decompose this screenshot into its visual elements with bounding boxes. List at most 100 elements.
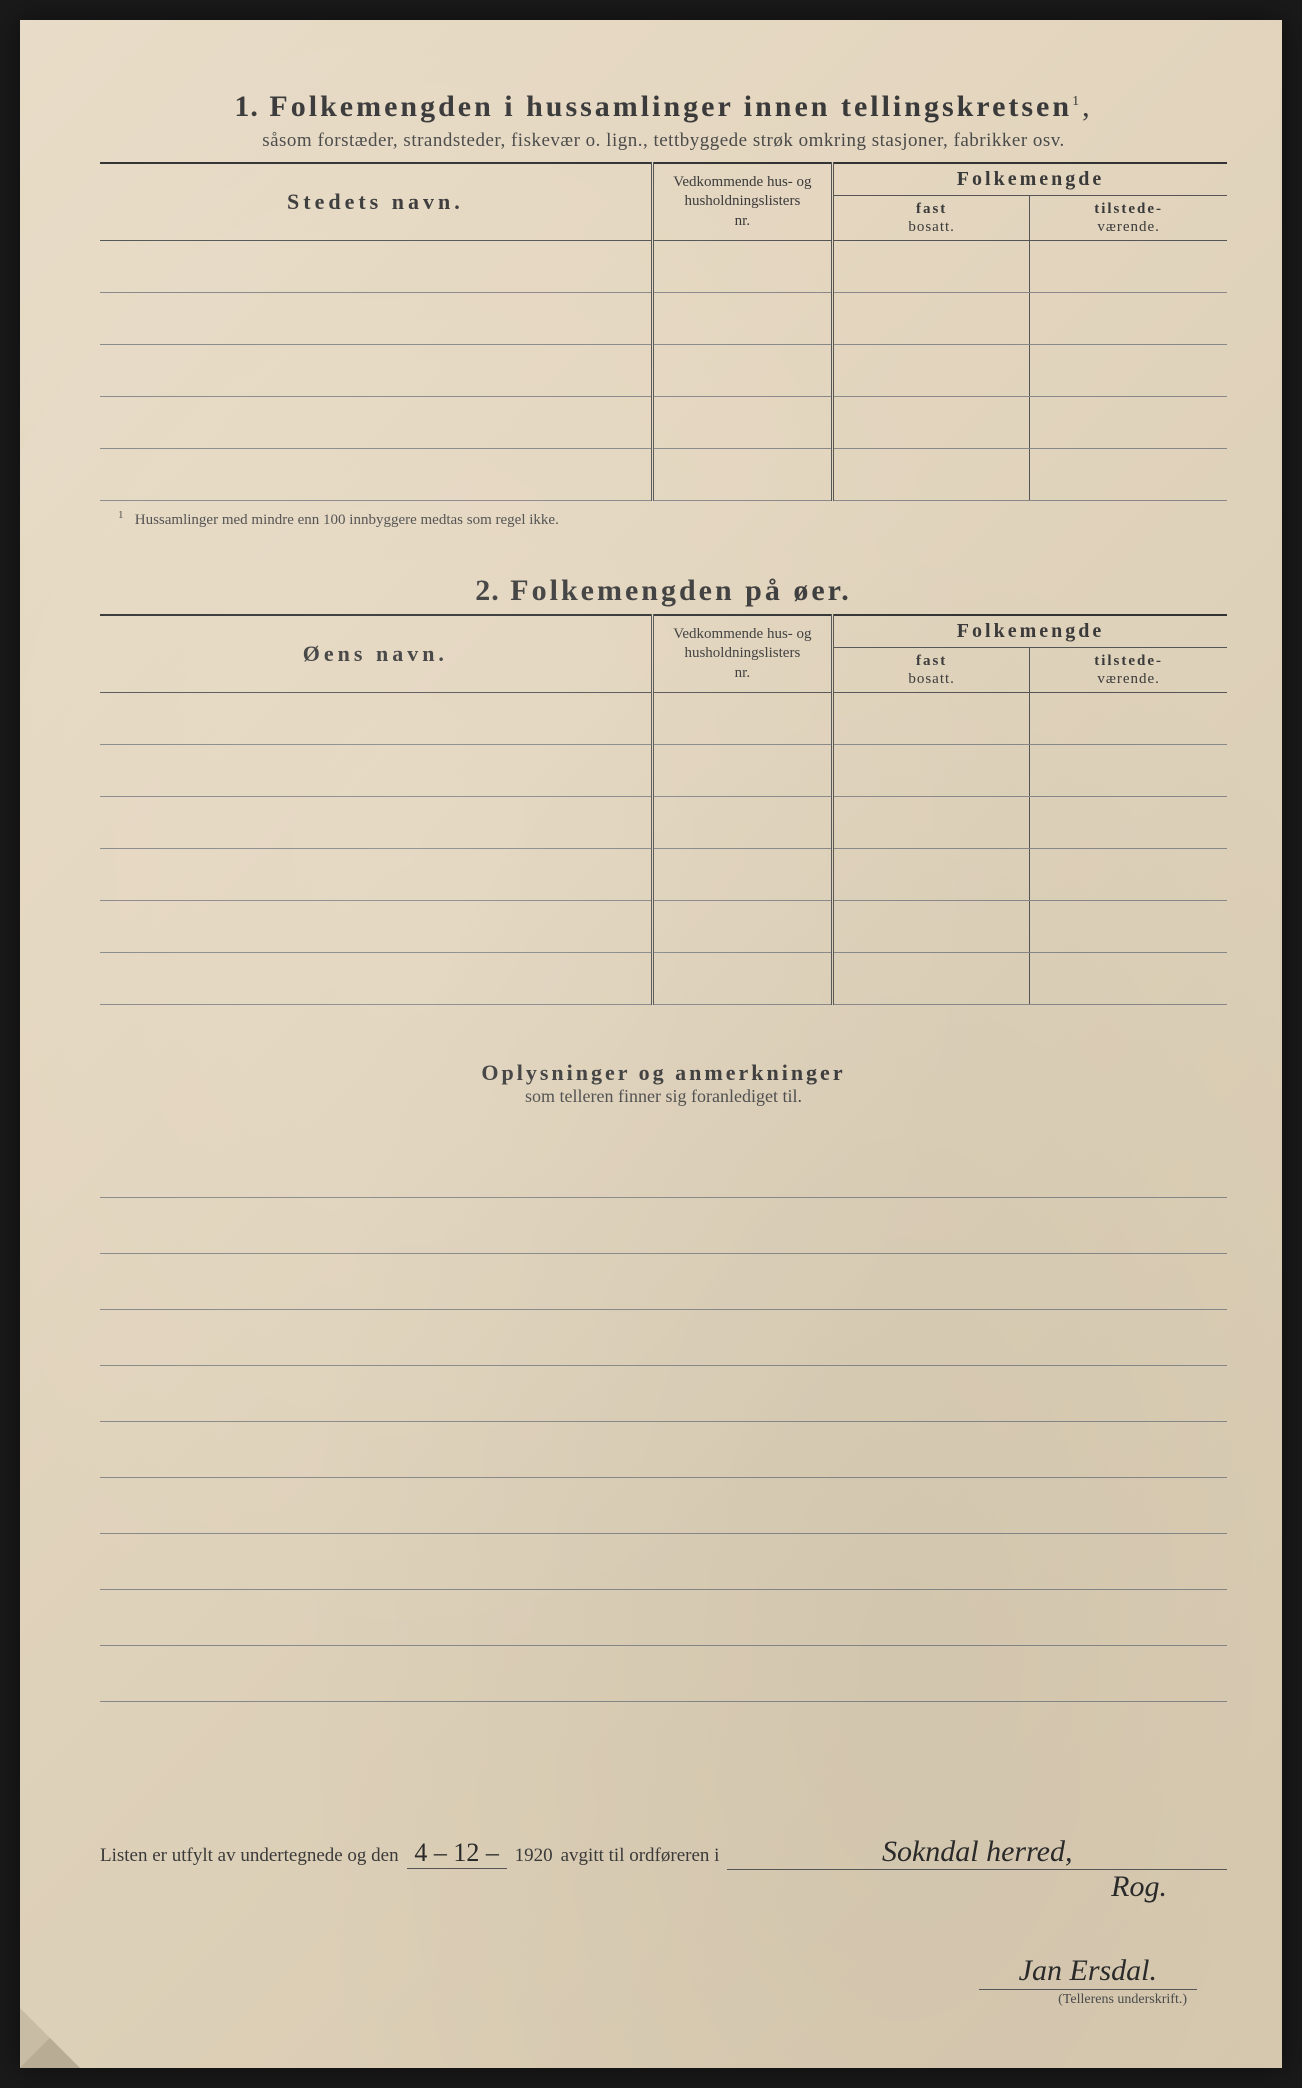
cell-nr <box>652 345 832 397</box>
cell-tilstede <box>1030 953 1227 1005</box>
cell-name <box>100 693 652 745</box>
section-2-table: Øens navn. Vedkommende hus- og husholdni… <box>100 614 1227 1005</box>
sig-place-line2-wrap: Rog. <box>100 1870 1227 1904</box>
table-row <box>100 241 1227 293</box>
table-row <box>100 745 1227 797</box>
table-row <box>100 953 1227 1005</box>
ruled-line <box>100 1254 1227 1310</box>
cell-tilstede <box>1030 693 1227 745</box>
remarks-title: Oplysninger og anmerkninger <box>100 1060 1227 1086</box>
s2-tilstede-line2: værende. <box>1097 671 1160 687</box>
table-row <box>100 693 1227 745</box>
cell-tilstede <box>1030 241 1227 293</box>
cell-fast <box>833 397 1030 449</box>
remarks-subtitle: som telleren finner sig foranlediget til… <box>100 1086 1227 1107</box>
table-row <box>100 797 1227 849</box>
col-header-tilstede-2: tilstede- værende. <box>1030 648 1227 693</box>
table-row <box>100 397 1227 449</box>
cell-fast <box>833 901 1030 953</box>
ruled-line <box>100 1198 1227 1254</box>
col2-line3: nr. <box>735 213 750 229</box>
ruled-line <box>100 1646 1227 1702</box>
table-row <box>100 849 1227 901</box>
tilstede-line2: værende. <box>1097 219 1160 235</box>
cell-name <box>100 797 652 849</box>
section-2-number: 2. <box>475 574 500 607</box>
col-header-tilstede: tilstede- værende. <box>1030 196 1227 241</box>
cell-name <box>100 849 652 901</box>
sig-name-handwritten: Jan Ersdal. <box>979 1954 1197 1990</box>
cell-nr <box>652 693 832 745</box>
cell-name <box>100 293 652 345</box>
page-corner-fold <box>20 2008 80 2068</box>
col-header-vedkommende: Vedkommende hus- og husholdningslisters … <box>652 163 832 241</box>
table-row <box>100 293 1227 345</box>
cell-fast <box>833 345 1030 397</box>
cell-tilstede <box>1030 797 1227 849</box>
cell-fast <box>833 849 1030 901</box>
s2-fast-line2: bosatt. <box>908 671 955 687</box>
sig-caption: (Tellerens underskrift.) <box>100 1992 1227 2008</box>
sig-name-wrap: Jan Ersdal. <box>100 1954 1227 1988</box>
col2-line1: Vedkommende hus- og <box>673 174 811 190</box>
col-header-fast-2: fast bosatt. <box>833 648 1030 693</box>
signature-block: Listen er utfylt av undertegnede og den … <box>100 1835 1227 2008</box>
table-row <box>100 345 1227 397</box>
signature-line: Listen er utfylt av undertegnede og den … <box>100 1835 1227 1870</box>
cell-nr <box>652 901 832 953</box>
cell-name <box>100 449 652 501</box>
footnote-number: 1 <box>118 509 124 521</box>
col-header-folkemengde-2: Folkemengde <box>833 615 1227 648</box>
cell-tilstede <box>1030 449 1227 501</box>
col-header-oens-navn: Øens navn. <box>100 615 652 693</box>
remarks-section: Oplysninger og anmerkninger som telleren… <box>100 1060 1227 1702</box>
ruled-line <box>100 1422 1227 1478</box>
section-2-tbody <box>100 693 1227 1005</box>
cell-name <box>100 953 652 1005</box>
ruled-line <box>100 1534 1227 1590</box>
cell-fast <box>833 449 1030 501</box>
cell-fast <box>833 745 1030 797</box>
section-1-title: 1. Folkemengden i hussamlinger innen tel… <box>100 90 1227 124</box>
cell-fast <box>833 693 1030 745</box>
ruled-line <box>100 1590 1227 1646</box>
cell-name <box>100 901 652 953</box>
s2-col2-line2: husholdningslisters <box>684 645 800 661</box>
cell-name <box>100 241 652 293</box>
s2-tilstede-line1: tilstede- <box>1094 653 1163 669</box>
ruled-line <box>100 1310 1227 1366</box>
col2-line2: husholdningslisters <box>684 193 800 209</box>
cell-fast <box>833 797 1030 849</box>
fast-line1: fast <box>916 201 947 217</box>
cell-nr <box>652 797 832 849</box>
col-header-vedkommende-2: Vedkommende hus- og husholdningslisters … <box>652 615 832 693</box>
col-header-fast: fast bosatt. <box>833 196 1030 241</box>
sig-year: 1920 <box>515 1845 553 1867</box>
sig-prefix: Listen er utfylt av undertegnede og den <box>100 1845 399 1867</box>
cell-nr <box>652 953 832 1005</box>
cell-tilstede <box>1030 901 1227 953</box>
section-1-tbody <box>100 241 1227 501</box>
cell-nr <box>652 241 832 293</box>
remarks-lines <box>100 1142 1227 1702</box>
cell-tilstede <box>1030 397 1227 449</box>
sig-place-handwritten: Sokndal herred, <box>727 1835 1227 1870</box>
cell-tilstede <box>1030 345 1227 397</box>
ruled-line <box>100 1478 1227 1534</box>
cell-nr <box>652 449 832 501</box>
cell-nr <box>652 745 832 797</box>
sig-place-line2: Rog. <box>1111 1870 1167 1903</box>
section-1-subtitle: såsom forstæder, strandsteder, fiskevær … <box>100 130 1227 152</box>
section-2-title-text: Folkemengden på øer. <box>510 574 851 607</box>
fast-line2: bosatt. <box>908 219 955 235</box>
section-2: 2. Folkemengden på øer. Øens navn. Vedko… <box>100 574 1227 1005</box>
cell-name <box>100 345 652 397</box>
col-header-stedets-navn: Stedets navn. <box>100 163 652 241</box>
ruled-line <box>100 1142 1227 1198</box>
cell-fast <box>833 953 1030 1005</box>
cell-tilstede <box>1030 745 1227 797</box>
sig-middle: avgitt til ordføreren i <box>561 1845 720 1867</box>
table-row <box>100 901 1227 953</box>
cell-fast <box>833 241 1030 293</box>
section-1-number: 1. <box>234 90 259 123</box>
